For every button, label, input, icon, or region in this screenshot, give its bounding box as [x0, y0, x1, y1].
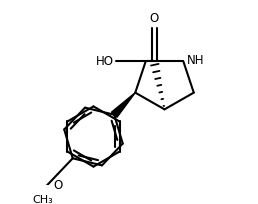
Text: O: O [149, 11, 159, 24]
Text: CH₃: CH₃ [32, 195, 53, 204]
Text: NH: NH [187, 54, 204, 67]
Polygon shape [111, 93, 135, 117]
Text: HO: HO [96, 55, 114, 68]
Text: O: O [53, 179, 62, 192]
